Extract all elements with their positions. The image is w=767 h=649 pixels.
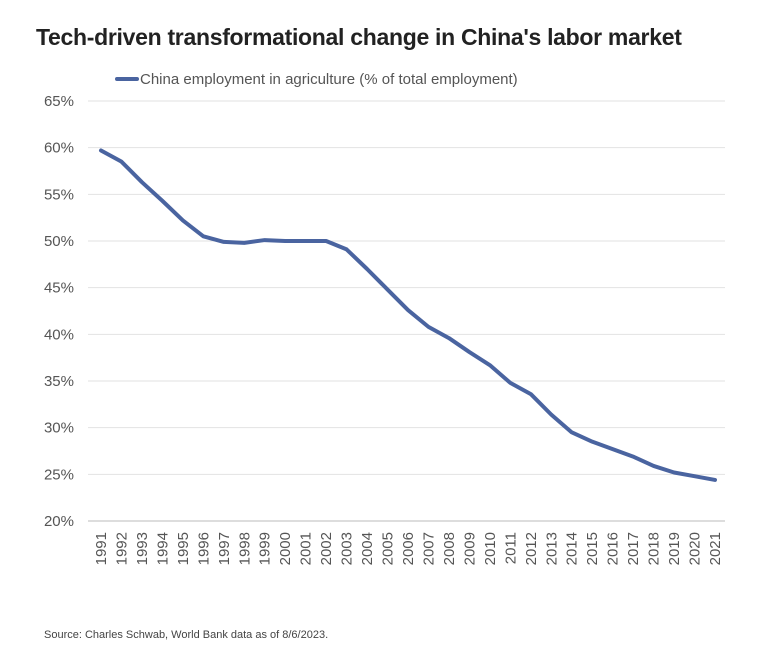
x-tick-label: 2001	[298, 532, 315, 565]
x-tick-label: 1999	[257, 532, 274, 565]
gridlines	[88, 100, 725, 522]
y-tick-label: 35%	[44, 373, 74, 390]
x-tick-label: 2002	[318, 532, 335, 565]
x-tick-label: 1997	[216, 532, 233, 565]
y-tick-label: 20%	[44, 513, 74, 530]
x-tick-label: 2014	[564, 532, 581, 565]
legend: China employment in agriculture (% of to…	[115, 71, 518, 88]
x-tick-label: 2012	[523, 532, 540, 565]
x-tick-label: 1998	[236, 532, 253, 565]
x-tick-label: 1991	[93, 532, 110, 565]
x-tick-label: 2008	[441, 532, 458, 565]
x-tick-label: 2004	[359, 532, 376, 565]
x-tick-label: 2018	[646, 532, 663, 565]
y-tick-label: 45%	[44, 280, 74, 297]
source-note: Source: Charles Schwab, World Bank data …	[44, 629, 329, 641]
x-tick-label: 2006	[400, 532, 417, 565]
x-tick-label: 2015	[584, 532, 601, 565]
x-tick-label: 1994	[154, 532, 171, 565]
y-tick-label: 55%	[44, 186, 74, 203]
series-line	[99, 148, 717, 482]
x-tick-label: 1996	[195, 532, 212, 565]
x-tick-label: 2017	[625, 532, 642, 565]
x-tick-label: 1995	[175, 532, 192, 565]
x-tick-label: 2016	[605, 532, 622, 565]
y-tick-label: 60%	[44, 140, 74, 157]
y-tick-label: 30%	[44, 420, 74, 437]
x-tick-label: 1992	[113, 532, 130, 565]
x-tick-label: 2021	[707, 532, 724, 565]
x-tick-label: 2000	[277, 532, 294, 565]
series-group	[99, 148, 717, 482]
y-tick-label: 40%	[44, 326, 74, 343]
x-tick-label: 1993	[134, 532, 151, 565]
y-tick-label: 50%	[44, 233, 74, 250]
y-tick-label: 25%	[44, 466, 74, 483]
x-tick-label: 2019	[666, 532, 683, 565]
x-tick-label: 2011	[502, 532, 519, 564]
legend-label: China employment in agriculture (% of to…	[140, 71, 518, 88]
x-tick-label: 2003	[339, 532, 356, 565]
x-tick-label: 2009	[461, 532, 478, 565]
y-tick-label: 65%	[44, 93, 74, 110]
chart-title: Tech-driven transformational change in C…	[36, 24, 682, 50]
y-axis-ticks: 20% 25% 30% 35% 40% 45% 50% 55% 60% 65%	[44, 93, 74, 530]
x-tick-label: 2005	[380, 532, 397, 565]
x-axis-ticks: 1991 1992 1993 1994 1995 1996 1997 1998 1999 2000…	[93, 532, 724, 565]
x-tick-label: 2007	[420, 532, 437, 565]
x-tick-label: 2013	[543, 532, 560, 565]
x-tick-label: 2020	[687, 532, 704, 565]
x-tick-label: 2010	[482, 532, 499, 565]
